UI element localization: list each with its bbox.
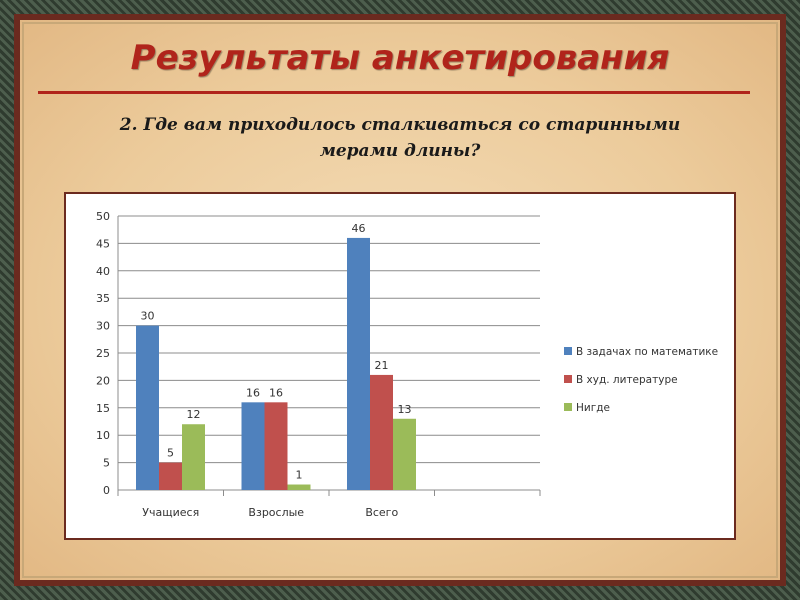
data-label: 5 <box>167 447 174 460</box>
legend-swatch <box>564 347 572 355</box>
question-line-2: мерами длины? <box>319 141 481 161</box>
legend-label: В задачах по математике <box>576 346 718 358</box>
bar <box>241 402 265 490</box>
data-label: 30 <box>141 310 155 323</box>
survey-question: 2. Где вам приходилось сталкиваться со с… <box>40 112 760 164</box>
y-tick-label: 40 <box>96 265 110 278</box>
x-tick-label: Всего <box>365 506 398 519</box>
data-label: 12 <box>187 408 201 421</box>
legend-label: В худ. литературе <box>576 374 678 386</box>
y-tick-label: 10 <box>96 429 110 442</box>
bar <box>347 237 370 490</box>
data-label: 16 <box>246 386 260 399</box>
chart-container: 0 5 10 15 20 25 30 35 40 45 50 30 5 12 Учащиеся 16 16 1 Вз… <box>64 192 736 540</box>
title-divider <box>38 91 750 94</box>
legend-swatch <box>564 375 572 383</box>
y-tick-label: 15 <box>96 402 110 415</box>
data-label: 21 <box>375 359 389 372</box>
y-tick-label: 0 <box>103 484 110 497</box>
y-tick-label: 45 <box>96 237 110 250</box>
legend-swatch <box>564 403 572 411</box>
bar <box>370 374 393 490</box>
data-label: 16 <box>269 386 283 399</box>
legend-label: Нигде <box>576 402 610 414</box>
y-tick-label: 25 <box>96 347 110 360</box>
x-tick-label: Взрослые <box>248 506 304 519</box>
data-label: 13 <box>398 403 412 416</box>
y-tick-label: 5 <box>103 457 110 470</box>
y-tick-label: 50 <box>96 210 110 223</box>
bar <box>182 424 205 490</box>
data-label: 46 <box>352 222 366 235</box>
bar <box>136 325 159 490</box>
bar <box>264 402 288 490</box>
y-tick-label: 30 <box>96 320 110 333</box>
bar <box>159 462 182 490</box>
bar <box>287 484 311 490</box>
y-tick-label: 35 <box>96 292 110 305</box>
question-line-1: 2. Где вам приходилось сталкиваться со с… <box>119 115 681 135</box>
data-label: 1 <box>296 469 303 482</box>
slide-title: Результаты анкетирования <box>130 38 670 78</box>
bar-chart: 0 5 10 15 20 25 30 35 40 45 50 30 5 12 Учащиеся 16 16 1 Вз… <box>96 210 718 519</box>
x-tick-label: Учащиеся <box>142 506 199 519</box>
y-tick-label: 20 <box>96 374 110 387</box>
bar <box>393 418 416 490</box>
